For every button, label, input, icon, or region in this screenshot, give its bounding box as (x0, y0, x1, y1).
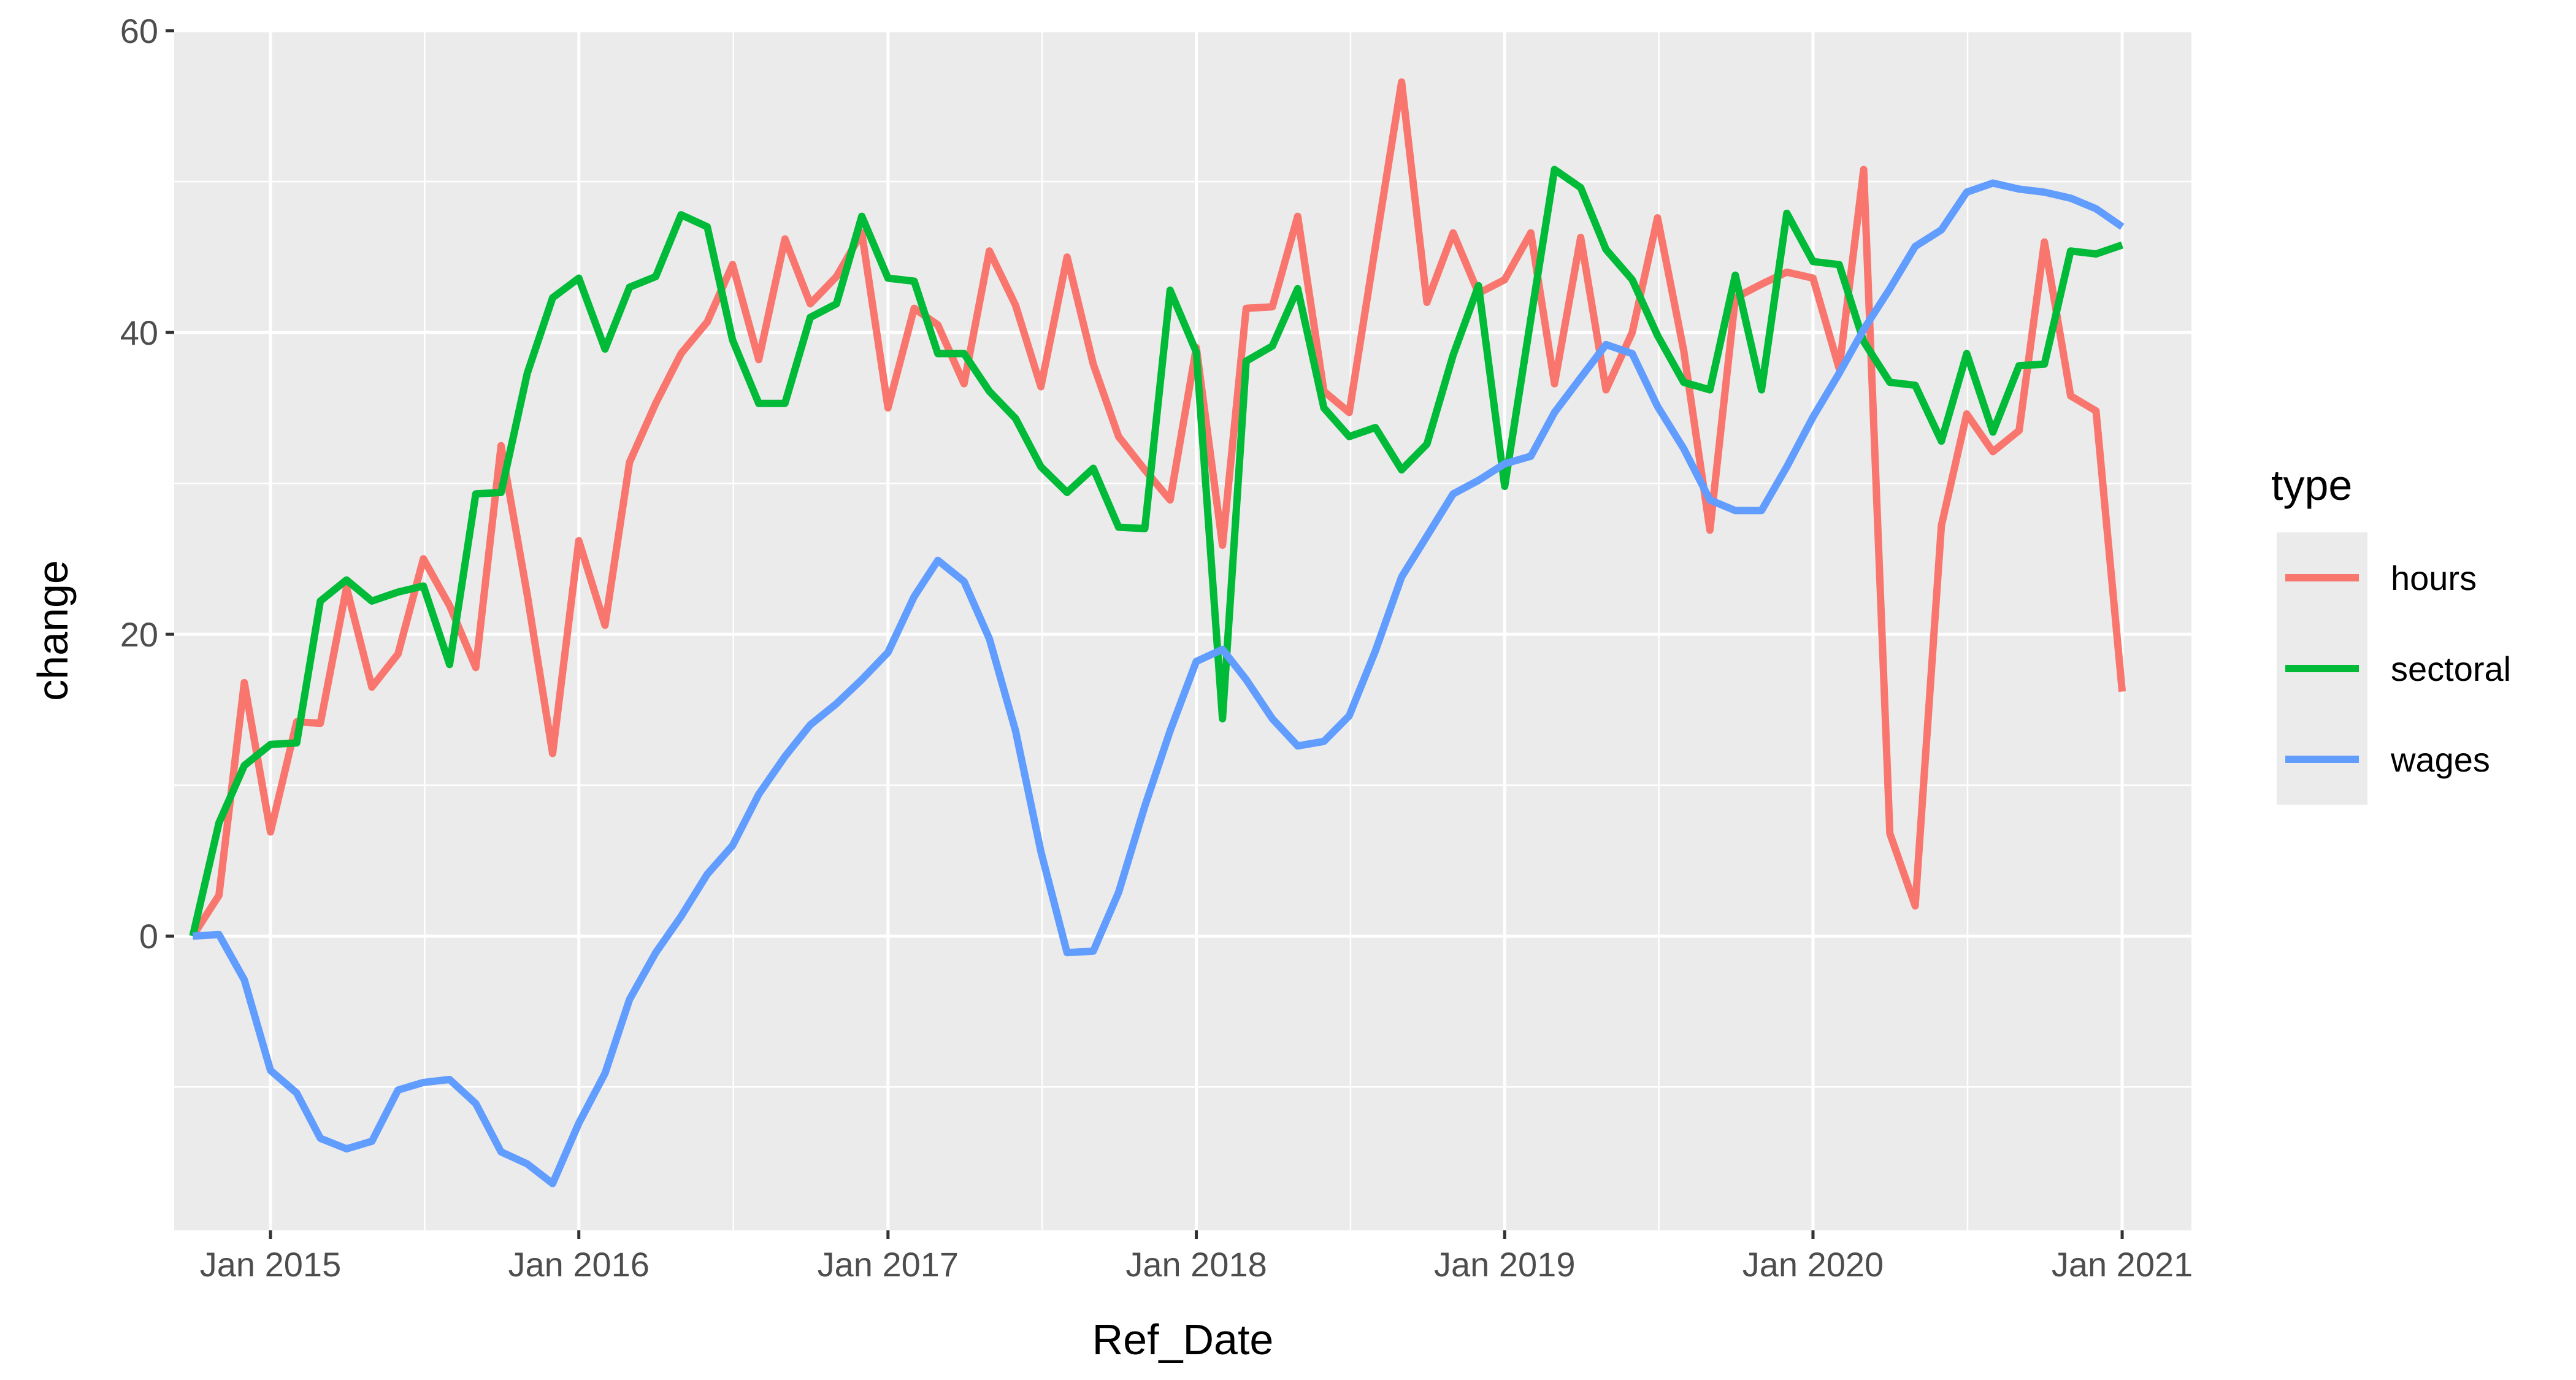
x-tick-labels: Jan 2015 Jan 2016 Jan 2017 Jan 2018 Jan 2019… (200, 1245, 2193, 1284)
y-tick-labels: 0 20 40 60 (120, 12, 158, 956)
x-axis-title: Ref_Date (1092, 1316, 1274, 1363)
x-tick-label: Jan 2021 (2052, 1245, 2193, 1284)
series-line-sectoral (189, 166, 2124, 937)
x-tick-label: Jan 2018 (1125, 1245, 1267, 1284)
legend-keys: hours sectoral wages (2277, 532, 2511, 805)
series-line-wages (192, 179, 2125, 1187)
x-tick-label: Jan 2016 (508, 1245, 650, 1284)
x-tick-label: Jan 2015 (200, 1245, 341, 1284)
y-tick-label: 0 (139, 917, 158, 956)
minor-gridlines (174, 31, 2191, 1230)
series-line-hours (190, 78, 2126, 938)
y-tick-label: 20 (120, 615, 158, 654)
y-tick-label: 60 (120, 12, 158, 50)
legend-key-sectoral: sectoral (2277, 623, 2511, 714)
y-axis-title: change (29, 560, 77, 701)
x-tick-label: Jan 2017 (818, 1245, 959, 1284)
major-gridlines (174, 29, 2191, 1230)
x-tick-label: Jan 2020 (1742, 1245, 1884, 1284)
legend: type hours sectoral wages (2271, 461, 2511, 805)
legend-label-sectoral: sectoral (2391, 650, 2511, 688)
y-tick-label: 40 (120, 313, 158, 352)
legend-title: type (2271, 461, 2352, 509)
legend-key-hours: hours (2277, 532, 2477, 623)
axis-ticks (166, 29, 2124, 1239)
series-lines (189, 78, 2126, 1187)
legend-label-hours: hours (2391, 559, 2477, 597)
legend-key-wages: wages (2277, 714, 2490, 805)
legend-label-wages: wages (2390, 740, 2490, 779)
x-tick-label: Jan 2019 (1434, 1245, 1575, 1284)
